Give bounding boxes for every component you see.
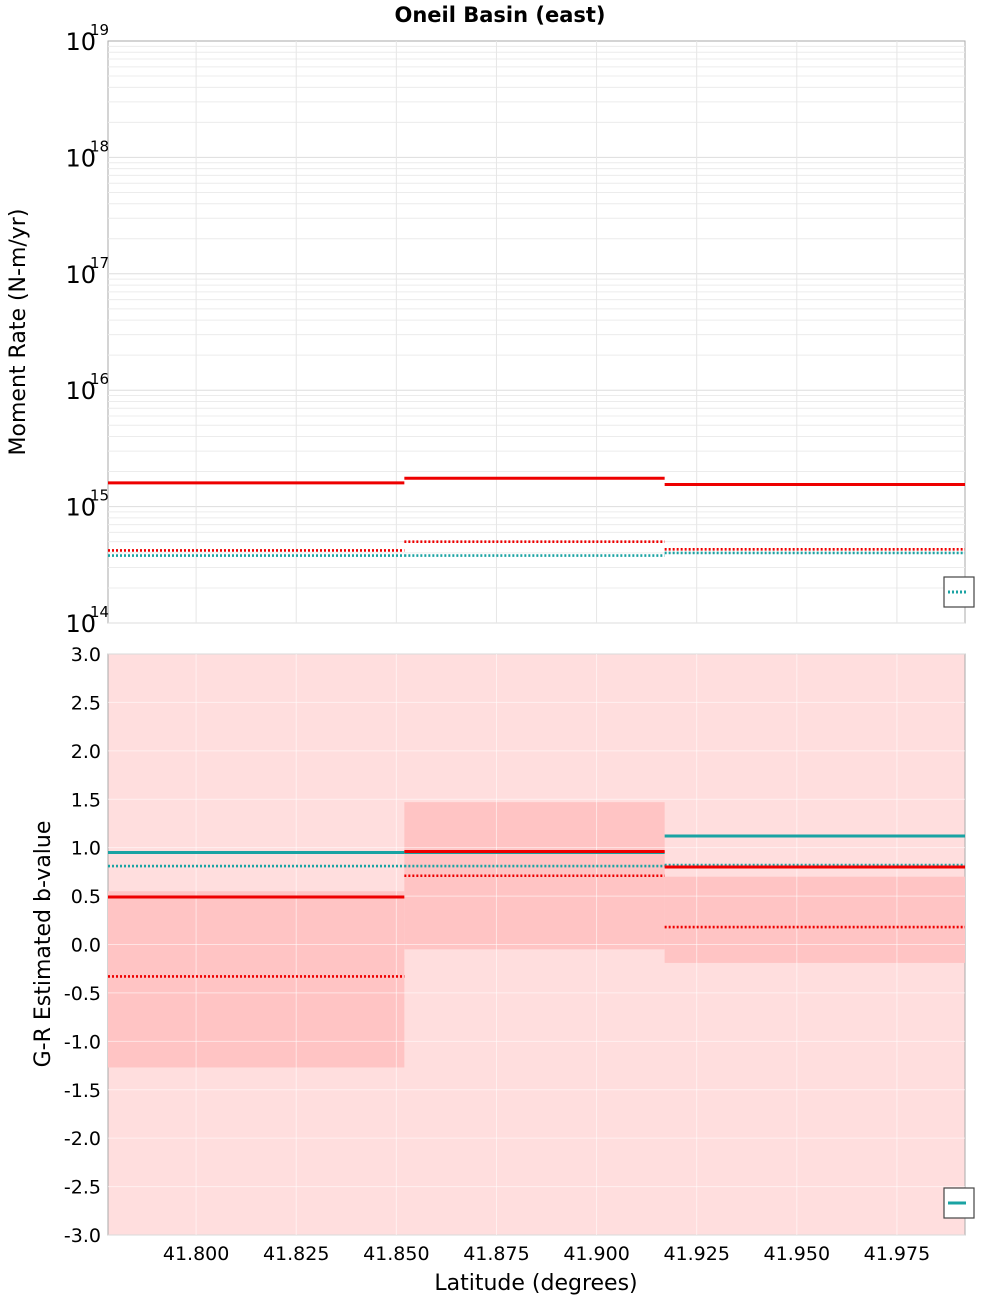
y-tick-exponent: 19 xyxy=(90,21,109,39)
b-value-uncertainty-bands xyxy=(108,802,965,1068)
series-red-solid xyxy=(108,476,965,486)
b-value-y-axis-label: G-R Estimated b-value xyxy=(31,821,56,1068)
y-tick-label: -3.0 xyxy=(64,1225,101,1247)
moment-rate-series xyxy=(108,476,965,557)
y-tick-label: 1.5 xyxy=(71,789,101,811)
y-tick-label: 1.0 xyxy=(71,838,101,860)
y-tick-base: 10 xyxy=(65,261,96,289)
series-teal-dotted xyxy=(108,551,965,557)
y-tick-label: -0.5 xyxy=(64,983,101,1005)
x-tick-label: 41.950 xyxy=(764,1243,830,1265)
y-tick-label: -1.0 xyxy=(64,1031,101,1053)
y-tick-label: 3.0 xyxy=(71,644,101,666)
series-red-dotted xyxy=(108,874,965,978)
moment-rate-legend-box xyxy=(943,576,975,608)
series-red-dotted xyxy=(108,540,965,552)
x-tick-label: 41.925 xyxy=(663,1243,729,1265)
b-value-series xyxy=(108,834,965,978)
x-tick-label: 41.825 xyxy=(263,1243,329,1265)
x-tick-label: 41.975 xyxy=(864,1243,930,1265)
b-value-grid xyxy=(108,653,965,1236)
moment-rate-grid xyxy=(108,41,965,624)
moment-rate-y-axis-label: Moment Rate (N-m/yr) xyxy=(6,209,31,456)
y-tick-label: 2.5 xyxy=(71,692,101,714)
y-tick-exponent: 16 xyxy=(90,370,109,388)
x-tick-label: 41.800 xyxy=(163,1243,229,1265)
y-tick-label: -2.5 xyxy=(64,1177,101,1199)
moment-rate-plot-area xyxy=(107,40,966,624)
x-tick-label: 41.900 xyxy=(563,1243,629,1265)
y-tick-label: -1.5 xyxy=(64,1080,101,1102)
uncertainty-band xyxy=(108,891,405,1068)
x-axis-label: Latitude (degrees) xyxy=(434,1271,637,1296)
y-tick-exponent: 17 xyxy=(90,254,109,272)
x-tick-label: 41.875 xyxy=(463,1243,529,1265)
series-teal-dotted xyxy=(108,863,965,868)
y-tick-label: 0.0 xyxy=(71,935,101,957)
y-tick-label: -2.0 xyxy=(64,1128,101,1150)
x-tick-label: 41.850 xyxy=(363,1243,429,1265)
b-value-panel: 3.0 2.5 2.0 1.5 1.0 0.5 0.0 -0.5 -1.0 -1.5 -2.0 -2.… xyxy=(31,644,975,1296)
uncertainty-band xyxy=(664,876,965,963)
y-tick-base: 10 xyxy=(65,28,96,56)
y-tick-base: 10 xyxy=(65,494,96,522)
y-tick-exponent: 14 xyxy=(90,603,109,621)
latitude-x-tick-labels: 41.800 41.825 41.850 41.875 41.900 41.925 41.9… xyxy=(163,1243,930,1265)
series-red-solid xyxy=(108,850,965,899)
y-tick-base: 10 xyxy=(65,144,96,172)
y-tick-base: 10 xyxy=(65,377,96,405)
b-value-y-tick-labels: 3.0 2.5 2.0 1.5 1.0 0.5 0.0 -0.5 -1.0 -1.5 -2.0 -2.… xyxy=(64,644,101,1247)
y-tick-label: 2.0 xyxy=(71,741,101,763)
y-tick-base: 10 xyxy=(65,610,96,638)
chart-title: Oneil Basin (east) xyxy=(394,3,605,27)
y-tick-exponent: 15 xyxy=(90,487,109,505)
y-tick-exponent: 18 xyxy=(90,137,109,155)
y-tick-label: 0.5 xyxy=(71,886,101,908)
b-value-legend-box xyxy=(943,1187,975,1219)
